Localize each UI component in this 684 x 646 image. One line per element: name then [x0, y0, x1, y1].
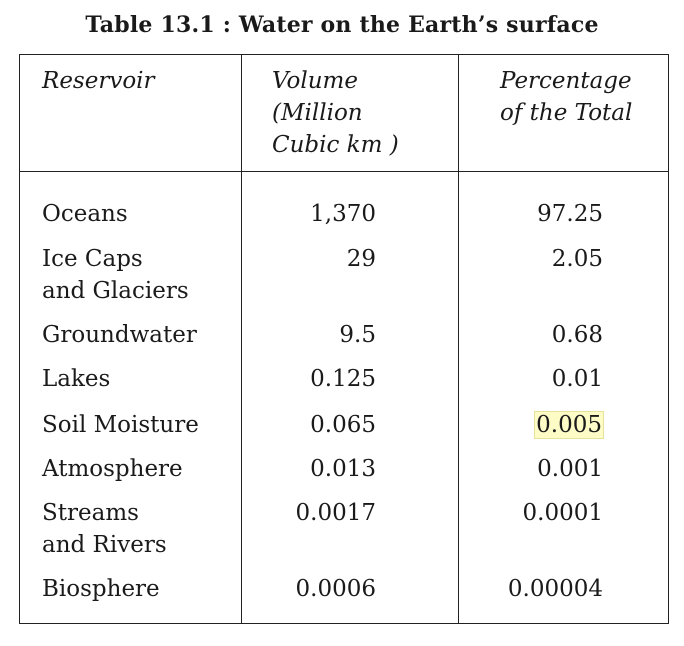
cell-percentage: 97.25 [537, 201, 603, 227]
cell-percentage-highlighted: 0.005 [534, 409, 604, 441]
table-title: Table 13.1 : Water on the Earth’s surfac… [85, 12, 599, 38]
header-reservoir: Reservoir [42, 68, 155, 94]
cell-volume: 0.065 [310, 412, 376, 438]
cell-percentage: 0.0001 [522, 500, 603, 526]
cell-percentage: 0.001 [537, 456, 603, 482]
water-table: Reservoir Volume (Million Cubic km ) Per… [19, 54, 669, 624]
column-divider [458, 55, 459, 623]
cell-volume: 0.0017 [295, 500, 376, 526]
cell-reservoir: Groundwater [42, 322, 197, 348]
header-divider [20, 171, 668, 172]
highlighted-value: 0.005 [534, 411, 604, 439]
cell-percentage: 0.01 [551, 366, 603, 392]
cell-percentage: 0.00004 [507, 576, 603, 602]
cell-volume: 0.0006 [295, 576, 376, 602]
cell-volume: 0.013 [310, 456, 376, 482]
cell-reservoir: Soil Moisture [42, 412, 199, 438]
column-divider [241, 55, 242, 623]
cell-volume: 0.125 [310, 366, 376, 392]
cell-volume: 9.5 [339, 322, 376, 348]
cell-percentage: 2.05 [551, 246, 603, 272]
cell-volume: 29 [346, 246, 376, 272]
cell-reservoir: Biosphere [42, 576, 160, 602]
cell-volume: 1,370 [310, 201, 376, 227]
cell-percentage: 0.68 [551, 322, 603, 348]
cell-reservoir: Lakes [42, 366, 111, 392]
cell-reservoir: Streams and Rivers [42, 500, 167, 558]
cell-reservoir: Atmosphere [42, 456, 183, 482]
cell-reservoir: Ice Caps and Glaciers [42, 246, 189, 304]
header-percentage: Percentage of the Total [500, 68, 633, 126]
header-volume: Volume (Million Cubic km ) [272, 68, 399, 158]
cell-reservoir: Oceans [42, 201, 128, 227]
